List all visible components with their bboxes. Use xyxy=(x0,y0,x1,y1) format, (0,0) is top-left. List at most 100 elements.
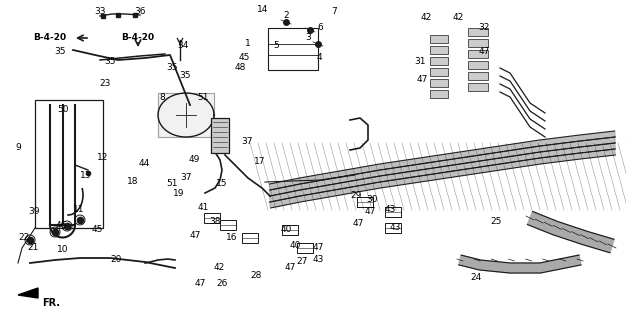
Bar xyxy=(282,225,298,235)
Text: 2: 2 xyxy=(283,11,289,20)
Text: 41: 41 xyxy=(197,204,208,212)
Bar xyxy=(242,233,258,243)
Bar xyxy=(385,207,401,217)
Polygon shape xyxy=(459,255,581,273)
Text: 34: 34 xyxy=(177,42,188,51)
Text: 18: 18 xyxy=(127,178,139,187)
Text: 21: 21 xyxy=(28,244,39,252)
Text: 37: 37 xyxy=(180,173,192,182)
Text: 15: 15 xyxy=(216,179,228,188)
Text: 20: 20 xyxy=(110,255,121,265)
Bar xyxy=(268,28,318,70)
Text: 31: 31 xyxy=(414,58,426,67)
Bar xyxy=(468,50,488,58)
Bar xyxy=(297,243,313,253)
Text: 51: 51 xyxy=(167,179,178,188)
Text: 40: 40 xyxy=(289,241,300,250)
Bar xyxy=(158,93,214,137)
Text: B-4-20: B-4-20 xyxy=(33,34,66,43)
Text: 9: 9 xyxy=(15,143,21,153)
Text: 6: 6 xyxy=(317,22,323,31)
Bar xyxy=(430,35,448,43)
Text: 16: 16 xyxy=(226,234,238,243)
Text: 47: 47 xyxy=(194,279,206,289)
Text: 47: 47 xyxy=(478,47,490,57)
Text: 47: 47 xyxy=(189,230,201,239)
Text: 30: 30 xyxy=(366,196,377,204)
Text: 42: 42 xyxy=(421,13,431,22)
Text: 3: 3 xyxy=(305,34,311,43)
Text: 14: 14 xyxy=(257,5,269,14)
Text: 36: 36 xyxy=(134,7,146,17)
Text: 42: 42 xyxy=(213,263,225,273)
Polygon shape xyxy=(18,288,38,298)
Text: FR.: FR. xyxy=(42,298,60,308)
Text: 22: 22 xyxy=(18,233,29,242)
Polygon shape xyxy=(269,137,615,196)
Text: 39: 39 xyxy=(28,207,39,217)
Text: 43: 43 xyxy=(384,205,396,214)
Text: 25: 25 xyxy=(490,218,501,227)
Bar xyxy=(468,39,488,47)
Bar xyxy=(468,28,488,36)
Bar xyxy=(468,61,488,69)
Text: 4: 4 xyxy=(316,53,322,62)
Text: 5: 5 xyxy=(273,42,279,51)
Text: 43: 43 xyxy=(312,255,324,265)
Bar xyxy=(430,46,448,54)
Text: 50: 50 xyxy=(57,106,69,115)
Text: 13: 13 xyxy=(80,171,92,180)
Bar xyxy=(220,220,236,230)
Text: 1: 1 xyxy=(245,39,251,49)
Text: 19: 19 xyxy=(173,188,185,197)
Text: 26: 26 xyxy=(217,279,228,289)
Text: 51: 51 xyxy=(197,92,208,101)
Text: 11: 11 xyxy=(73,205,85,214)
Text: 38: 38 xyxy=(209,218,221,227)
Text: 35: 35 xyxy=(167,63,178,73)
Text: 17: 17 xyxy=(254,157,266,166)
Bar xyxy=(357,197,373,207)
Text: 37: 37 xyxy=(241,137,253,146)
Text: 35: 35 xyxy=(105,58,116,67)
Text: 32: 32 xyxy=(478,23,490,33)
Text: 35: 35 xyxy=(54,47,66,57)
Text: 48: 48 xyxy=(234,63,245,73)
Text: 47: 47 xyxy=(416,76,428,84)
Bar xyxy=(430,57,448,65)
Text: 42: 42 xyxy=(453,13,464,22)
Bar xyxy=(468,83,488,91)
Text: 44: 44 xyxy=(138,158,150,167)
Text: 8: 8 xyxy=(159,92,165,101)
Text: 33: 33 xyxy=(95,7,106,17)
Text: B-4-20: B-4-20 xyxy=(121,34,155,43)
Polygon shape xyxy=(269,143,615,202)
Bar xyxy=(468,72,488,80)
Text: 47: 47 xyxy=(352,220,364,228)
Text: 40: 40 xyxy=(280,226,292,235)
Text: 23: 23 xyxy=(100,79,111,89)
Text: 24: 24 xyxy=(470,274,481,283)
Text: 47: 47 xyxy=(284,263,295,273)
Bar xyxy=(385,223,401,233)
Text: 46: 46 xyxy=(55,220,67,229)
Bar xyxy=(430,90,448,98)
Bar xyxy=(430,79,448,87)
Text: 29: 29 xyxy=(351,191,362,201)
Text: 43: 43 xyxy=(389,223,401,233)
Bar xyxy=(204,213,220,223)
Text: 35: 35 xyxy=(179,71,191,81)
Bar xyxy=(211,118,229,153)
Text: 49: 49 xyxy=(188,156,200,164)
Text: 10: 10 xyxy=(57,245,69,254)
Bar xyxy=(35,100,103,228)
Text: 47: 47 xyxy=(364,207,376,217)
Text: 27: 27 xyxy=(296,258,308,267)
Text: 45: 45 xyxy=(239,52,250,61)
Text: 28: 28 xyxy=(250,271,262,281)
Text: 7: 7 xyxy=(331,7,337,17)
Text: 45: 45 xyxy=(91,226,103,235)
Polygon shape xyxy=(269,131,615,190)
Bar xyxy=(430,68,448,76)
Text: 47: 47 xyxy=(312,243,324,252)
